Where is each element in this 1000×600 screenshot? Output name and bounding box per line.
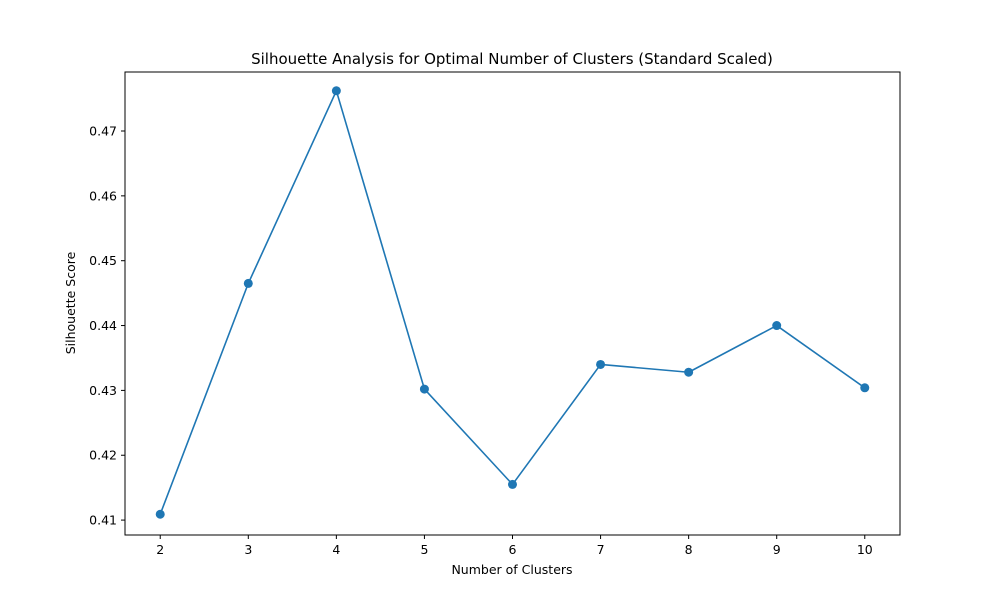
data-point <box>860 383 870 393</box>
x-tick-label: 7 <box>597 542 605 557</box>
data-point <box>684 367 694 377</box>
x-tick-label: 8 <box>685 542 693 557</box>
y-tick-label: 0.47 <box>89 124 117 139</box>
data-point <box>155 509 165 519</box>
data-point <box>331 86 341 96</box>
x-tick-label: 9 <box>773 542 781 557</box>
y-tick-label: 0.41 <box>89 513 117 528</box>
x-tick-label: 3 <box>244 542 252 557</box>
data-point <box>243 278 253 288</box>
plot-area <box>124 71 901 536</box>
y-tick-label: 0.46 <box>89 188 117 203</box>
chart-title: Silhouette Analysis for Optimal Number o… <box>251 50 773 68</box>
y-tick-label: 0.45 <box>89 253 117 268</box>
y-tick-label: 0.42 <box>89 448 117 463</box>
x-tick-label: 4 <box>332 542 340 557</box>
x-tick-label: 5 <box>420 542 428 557</box>
y-axis-label: Silhouette Score <box>63 251 78 354</box>
data-point <box>508 479 517 489</box>
y-tick-label: 0.43 <box>89 383 117 398</box>
x-tick-label: 6 <box>509 542 517 557</box>
x-axis-label: Number of Clusters <box>451 562 572 577</box>
y-tick-label: 0.44 <box>89 318 117 333</box>
x-tick-label: 10 <box>857 542 873 557</box>
data-point <box>419 384 429 394</box>
x-tick-label: 2 <box>156 542 164 557</box>
y-axis: 0.41 0.42 0.43 0.44 0.45 0.46 0.47 <box>89 124 125 528</box>
series-layer <box>155 86 870 519</box>
data-point <box>596 359 606 369</box>
x-axis: 2 3 4 5 6 7 8 9 10 <box>156 535 873 557</box>
data-point <box>772 321 782 331</box>
